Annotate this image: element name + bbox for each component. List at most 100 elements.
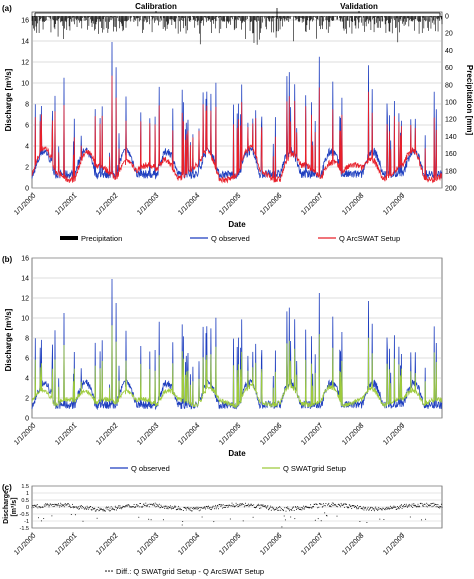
diff-point — [314, 519, 316, 521]
diff-point — [269, 506, 271, 508]
diff-point — [99, 507, 101, 509]
diff-point — [63, 506, 65, 508]
y-tick-right-label: 120 — [445, 117, 457, 124]
diff-point — [368, 509, 370, 511]
diff-point — [308, 506, 310, 508]
diff-point — [247, 503, 249, 505]
diff-point — [157, 504, 159, 506]
diff-point — [135, 506, 137, 507]
diff-point — [371, 507, 373, 508]
diff-point — [327, 503, 329, 505]
diff-point — [232, 505, 234, 507]
y-tick-label: 14 — [21, 276, 29, 283]
diff-point — [45, 503, 46, 505]
diff-point — [362, 506, 364, 508]
legend-precipitation-swatch — [60, 236, 78, 240]
diff-point — [50, 504, 52, 506]
diff-point — [433, 502, 435, 504]
diff-point — [323, 504, 325, 506]
x-tick-label: 1/1/2000 — [13, 422, 37, 446]
x-tick-label: 1/1/2008 — [341, 192, 365, 216]
diff-point — [436, 506, 438, 508]
diff-point — [73, 507, 75, 509]
diff-point — [424, 503, 426, 505]
diff-point — [233, 505, 235, 507]
diff-point — [411, 505, 412, 507]
diff-point — [40, 520, 42, 522]
diff-point — [158, 506, 160, 508]
diff-point — [277, 507, 279, 509]
diff-point — [257, 504, 259, 506]
legend-precipitation-label: Precipitation — [81, 234, 122, 243]
diff-point — [203, 507, 205, 509]
diff-point — [204, 507, 206, 509]
diff-point — [174, 505, 175, 507]
diff-point — [347, 506, 349, 508]
diff-point — [167, 508, 169, 510]
diff-point — [152, 504, 154, 506]
diff-point — [148, 506, 150, 508]
diff-point — [411, 503, 413, 505]
diff-point — [383, 519, 385, 520]
diff-point — [80, 505, 82, 507]
diff-point — [387, 508, 388, 510]
diff-point — [222, 507, 224, 509]
diff-point — [154, 502, 156, 504]
x-tick-label: 1/1/2003 — [136, 532, 160, 556]
diff-point — [331, 504, 333, 505]
x-tick-label: 1/1/2000 — [13, 532, 37, 556]
diff-point — [392, 508, 394, 509]
diff-point — [128, 505, 130, 507]
diff-point — [418, 506, 419, 508]
diff-point — [328, 505, 330, 507]
diff-point — [291, 507, 293, 509]
diff-point — [421, 503, 423, 505]
diff-point — [259, 504, 261, 506]
diff-point — [240, 504, 242, 506]
diff-point — [44, 505, 46, 507]
diff-point — [247, 504, 249, 506]
diff-point — [331, 502, 333, 504]
diff-point — [222, 504, 224, 506]
x-tick-label: 1/1/2001 — [54, 192, 78, 216]
diff-point — [377, 509, 379, 511]
diff-point — [420, 502, 422, 504]
diff-point — [110, 510, 112, 512]
diff-point — [264, 505, 266, 507]
y-tick-right-label: 40 — [445, 48, 453, 55]
diff-point — [369, 507, 371, 509]
diff-point — [433, 504, 435, 506]
diff-point — [417, 503, 419, 505]
diff-point — [354, 506, 356, 508]
y-tick-label: 2 — [25, 396, 29, 403]
diff-point — [335, 504, 337, 506]
diff-point — [273, 507, 275, 509]
diff-point — [64, 503, 66, 505]
diff-point — [291, 509, 293, 511]
diff-point — [208, 508, 210, 509]
diff-point — [121, 507, 123, 508]
diff-point — [412, 507, 414, 508]
panel-c-x-ticks: 1/1/2000 1/1/2001 1/1/2002 1/1/2003 1/1/2004… — [13, 532, 406, 557]
diff-point — [99, 509, 100, 511]
diff-point — [289, 510, 290, 512]
diff-point — [52, 503, 53, 505]
diff-point — [345, 504, 347, 505]
diff-point — [304, 507, 306, 509]
diff-point — [219, 504, 221, 506]
diff-point — [179, 508, 181, 510]
diff-point — [181, 524, 183, 526]
y-tick-label: -1.5 — [20, 526, 29, 532]
diff-point — [320, 520, 322, 522]
y-tick-label: 8 — [25, 102, 29, 109]
diff-point — [73, 506, 75, 508]
diff-point — [111, 508, 113, 510]
diff-point — [69, 504, 70, 506]
diff-point — [39, 507, 41, 509]
diff-point — [94, 508, 96, 510]
diff-point — [286, 507, 288, 508]
diff-point — [290, 508, 292, 510]
diff-point — [340, 502, 342, 504]
diff-point — [338, 503, 340, 505]
diff-point — [116, 507, 118, 509]
